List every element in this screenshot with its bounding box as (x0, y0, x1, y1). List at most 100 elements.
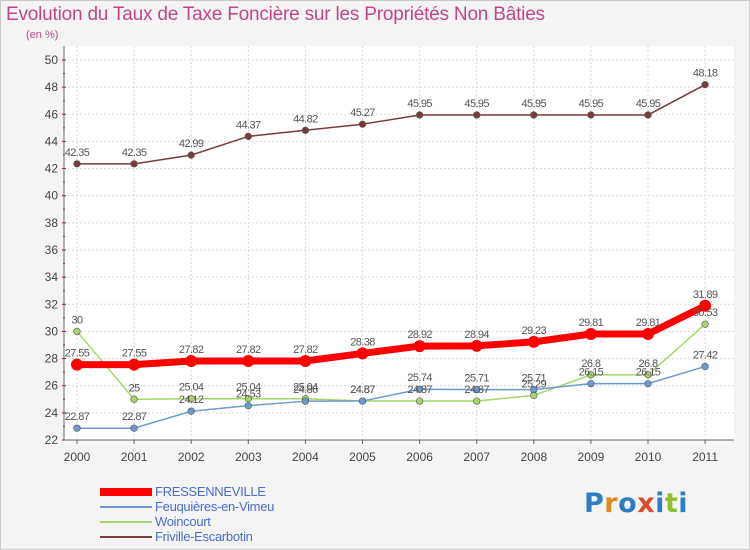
x-tick-label: 2006 (406, 450, 433, 464)
data-point (187, 407, 195, 415)
x-tick-label: 2009 (578, 450, 605, 464)
data-label: 25 (129, 382, 141, 394)
data-point (527, 335, 540, 348)
logo-letter: r (604, 488, 619, 519)
logo-letter: o (618, 488, 638, 519)
legend-label: FRESSENNEVILLE (155, 484, 266, 499)
x-tick-label: 2001 (121, 450, 148, 464)
legend-swatch (100, 536, 152, 538)
data-label: 30 (71, 314, 83, 326)
data-point (301, 126, 310, 134)
data-label: 24.87 (350, 384, 375, 396)
data-label: 24.87 (464, 384, 489, 396)
y-tick-label: 24 (45, 406, 59, 420)
data-point (301, 397, 310, 405)
legend-swatch (100, 521, 152, 523)
series-line (77, 302, 707, 369)
data-point (416, 397, 424, 405)
data-point (473, 111, 481, 119)
data-point (530, 111, 538, 119)
data-point (587, 380, 595, 388)
x-tick-label: 2005 (349, 450, 376, 464)
legend-item: FRESSENNEVILLE (100, 484, 340, 499)
data-label: 25.29 (522, 378, 547, 390)
data-label: 42.35 (122, 147, 147, 159)
data-label: 24.53 (236, 389, 261, 401)
logo-letter: i (678, 488, 689, 519)
legend-label: Friville-Escarbotin (155, 529, 253, 544)
y-tick-label: 38 (45, 216, 59, 230)
data-point (73, 424, 81, 432)
data-label: 27.42 (693, 349, 718, 361)
logo-letter: x (637, 488, 656, 519)
data-point (244, 402, 252, 410)
data-point (642, 328, 654, 341)
data-label: 27.82 (236, 344, 261, 356)
legend-label: Woincourt (155, 514, 211, 529)
plot-area (64, 46, 734, 440)
data-point (530, 386, 538, 394)
data-label: 45.95 (464, 98, 489, 110)
data-point (187, 395, 195, 403)
data-label: 45.27 (350, 107, 375, 119)
chart-title: Evolution du Taux de Taxe Foncière sur l… (6, 4, 545, 25)
data-point (413, 340, 426, 353)
data-label: 45.95 (636, 98, 661, 110)
data-point (701, 362, 709, 371)
data-point (187, 151, 195, 159)
y-tick-label: 34 (45, 270, 59, 284)
data-label: 26.8 (638, 358, 657, 370)
y-unit-label: (en %) (26, 29, 59, 41)
y-tick-label: 44 (45, 134, 59, 148)
y-tick-label: 28 (45, 352, 59, 366)
data-label: 24.87 (407, 384, 432, 396)
x-tick-label: 2007 (463, 450, 490, 464)
data-label: 22.87 (65, 411, 90, 423)
data-point (185, 355, 198, 368)
x-tick-label: 2011 (692, 450, 718, 464)
legend-label: Feuquières-en-Vimeu (155, 499, 275, 514)
legend-swatch (100, 488, 152, 496)
data-point (416, 385, 424, 393)
data-label: 45.95 (407, 98, 432, 110)
data-point (71, 358, 83, 371)
data-label: 29.23 (522, 325, 547, 337)
data-label: 27.55 (122, 348, 147, 360)
series-line (77, 365, 706, 429)
y-tick-label: 50 (45, 53, 59, 67)
legend-swatch (100, 506, 152, 508)
data-point (644, 111, 652, 119)
data-point (130, 424, 138, 432)
data-label: 25.71 (464, 373, 489, 385)
y-tick-label: 32 (45, 297, 59, 311)
data-point (416, 111, 424, 119)
data-label: 26.15 (579, 367, 604, 379)
data-label: 48.18 (693, 68, 718, 80)
data-label: 24.12 (179, 394, 204, 406)
y-tick-label: 48 (45, 80, 59, 94)
data-label: 28.94 (464, 329, 489, 341)
data-label: 24.86 (293, 384, 318, 396)
legend-item: Feuquières-en-Vimeu (100, 499, 340, 514)
series-line (76, 323, 706, 402)
data-label: 27.82 (179, 344, 204, 356)
x-tick-label: 2004 (292, 450, 319, 464)
data-label: 22.87 (122, 411, 147, 423)
x-tick-label: 2002 (178, 450, 205, 464)
data-point (701, 320, 709, 328)
logo-letter: i (655, 488, 665, 519)
data-point (587, 371, 595, 379)
data-label: 27.82 (293, 344, 318, 356)
data-point (73, 160, 81, 168)
data-point (587, 111, 595, 119)
data-point (584, 328, 597, 341)
data-point (242, 355, 255, 368)
data-label: 25.04 (293, 382, 318, 394)
y-tick-label: 26 (45, 379, 59, 393)
data-point (130, 160, 138, 168)
data-point (130, 395, 138, 403)
data-label: 30.53 (693, 307, 718, 319)
data-point (299, 355, 312, 368)
y-tick-label: 36 (45, 243, 59, 257)
